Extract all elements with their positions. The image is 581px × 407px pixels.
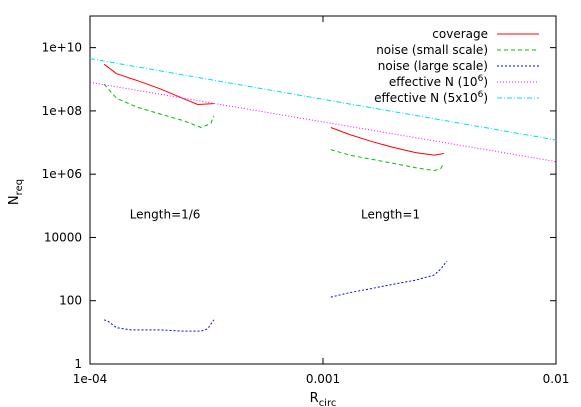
annotation-label: Length=1: [361, 207, 420, 221]
legend-label-effective-n-5x10-6: effective N (5x106): [374, 90, 488, 105]
x-axis-title-main: R: [310, 391, 319, 406]
y-tick-label: 1: [74, 357, 82, 371]
x-axis-title-sub: circ: [319, 398, 337, 407]
legend-label-main: noise (large scale): [378, 59, 488, 73]
legend-label-effective-n-10-6: effective N (106): [389, 74, 488, 89]
y-axis-title-sub: req: [14, 179, 25, 195]
y-tick-label: 1e+06: [42, 167, 82, 181]
legend-label-tail: ): [483, 91, 488, 105]
y-axis-title: Nreq: [7, 179, 25, 205]
series-line-coverage: [103, 63, 214, 106]
legend-label-main: effective N (5x10: [374, 91, 477, 105]
legend-label-main: coverage: [432, 27, 488, 41]
series-line-noise-large-scale: [103, 319, 215, 332]
series-line-effective-n-5x10-6: [89, 58, 557, 141]
legend-label-superscript: 6: [478, 74, 484, 84]
series-line-noise-large-scale: [330, 260, 448, 298]
legend-label-noise-small-scale: noise (small scale): [376, 43, 488, 57]
axis-ticks: 1e-04 0.001 0.01 1 100 10000 1e+06 1e+08 1e+10: [42, 16, 570, 386]
x-tick-label: 1e-04: [73, 372, 108, 386]
annotations: Length=1/6 Length=1: [130, 207, 420, 221]
y-tick-label: 100: [59, 294, 82, 308]
y-tick-label: 10000: [44, 230, 82, 244]
series-line-noise-small-scale: [330, 149, 445, 172]
series-line-coverage: [330, 127, 444, 156]
legend-label-coverage: coverage: [432, 27, 488, 41]
y-tick-label: 1e+08: [42, 104, 82, 118]
legend-label-main: effective N (10: [389, 75, 478, 89]
series-layer: [89, 58, 557, 332]
legend-label-tail: ): [483, 75, 488, 89]
legend-label-noise-large-scale: noise (large scale): [378, 59, 488, 73]
y-axis-title-main: N: [7, 195, 22, 205]
series-line-effective-n-10-6: [89, 81, 557, 163]
series-line-noise-small-scale: [103, 83, 215, 129]
annotation-label: Length=1/6: [130, 207, 201, 221]
x-tick-label: 0.001: [306, 372, 340, 386]
legend: coverage noise (small scale) noise (large …: [374, 27, 539, 105]
y-tick-label: 1e+10: [42, 41, 82, 55]
x-tick-label: 0.01: [543, 372, 570, 386]
legend-label-superscript: 6: [478, 90, 484, 100]
x-axis-title: Rcirc: [310, 391, 337, 407]
legend-label-main: noise (small scale): [376, 43, 488, 57]
